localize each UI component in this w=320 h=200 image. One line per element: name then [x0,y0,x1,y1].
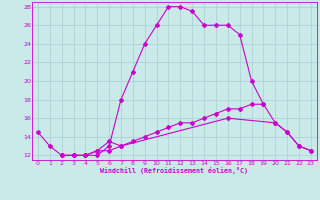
X-axis label: Windchill (Refroidissement éolien,°C): Windchill (Refroidissement éolien,°C) [100,167,248,174]
